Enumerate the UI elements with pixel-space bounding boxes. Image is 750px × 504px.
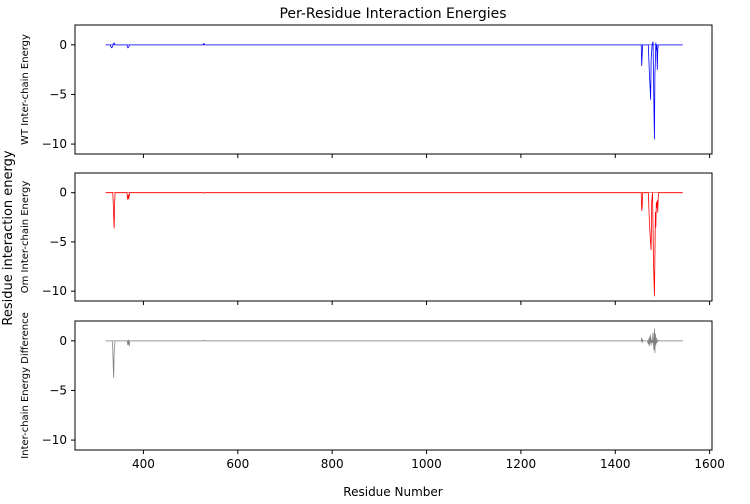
panel-3-ylabel: Inter-chain Energy Difference bbox=[20, 312, 31, 458]
x-tick-label: 1200 bbox=[506, 457, 537, 471]
y-tick-label: −5 bbox=[49, 87, 67, 101]
y-tick-label: 0 bbox=[59, 186, 67, 200]
y-tick-label: −5 bbox=[49, 383, 67, 397]
y-tick-label: 0 bbox=[59, 38, 67, 52]
y-tick-label: −10 bbox=[42, 433, 67, 447]
series-line-1 bbox=[105, 192, 683, 297]
panel-3: 0 −5 −10 400 600 800 1000 1200 1400 1600 Inter-cha… bbox=[20, 312, 725, 471]
panel-1: 0 −5 −10 WT Inter-chain Energy bbox=[20, 24, 713, 158]
panel-2-ylabel: Om Inter-chain Energy bbox=[20, 181, 31, 294]
x-tick-label: 1400 bbox=[600, 457, 631, 471]
x-tick-label: 1000 bbox=[411, 457, 442, 471]
x-tick-label: 1600 bbox=[694, 457, 725, 471]
y-tick-label: −5 bbox=[49, 235, 67, 249]
panels-group: 0 −5 −10 WT Inter-chain Energy 0 −5 −10 Om Inte… bbox=[20, 24, 725, 471]
x-tick-label: 400 bbox=[132, 457, 155, 471]
series-line-1 bbox=[105, 328, 683, 378]
panel-frame bbox=[74, 24, 713, 155]
panel-frame bbox=[74, 172, 713, 302]
x-axis-label: Residue Number bbox=[343, 485, 442, 499]
y-tick-label: −10 bbox=[42, 284, 67, 298]
panel-frame bbox=[74, 320, 713, 451]
x-tick-label: 800 bbox=[321, 457, 344, 471]
panel-1-ylabel: WT Inter-chain Energy bbox=[20, 34, 31, 145]
x-tick-label: 600 bbox=[226, 457, 249, 471]
series-line-1 bbox=[105, 41, 683, 140]
chart-title: Per-Residue Interaction Energies bbox=[279, 6, 506, 22]
y-axis-label: Residue interaction energy bbox=[1, 150, 16, 325]
y-tick-label: −10 bbox=[42, 137, 67, 151]
y-tick-label: 0 bbox=[59, 334, 67, 348]
panel-2: 0 −5 −10 Om Inter-chain Energy bbox=[20, 172, 713, 305]
